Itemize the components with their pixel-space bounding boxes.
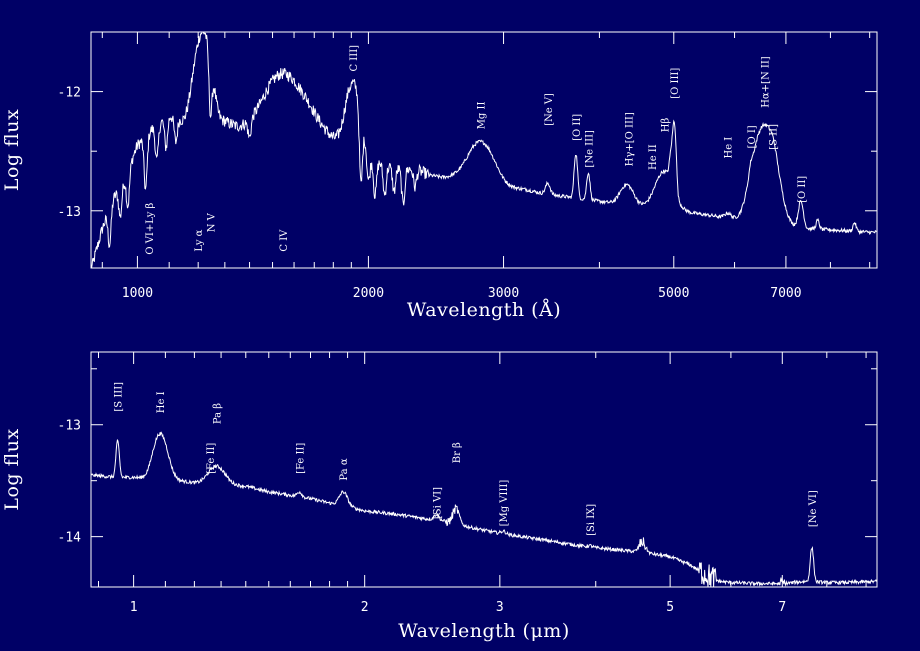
line-label: [S II] [769,124,780,150]
x-tick-label: 1000 [122,286,153,301]
x-tick-label: 1 [130,600,138,615]
line-label: Mg II [476,102,487,130]
line-label: Hα+[N II] [760,56,771,108]
line-label: [Ne VI] [808,490,819,527]
y-axis-title: Log flux [1,428,23,510]
line-label: Hγ+[O III] [624,112,635,166]
line-label: He I [724,137,735,159]
line-label: [Si IX] [586,504,597,536]
line-label: C III] [349,45,360,72]
line-label: [Ne III] [584,130,595,168]
line-label: O VI+Ly β [145,202,156,254]
line-label: C IV [279,229,290,252]
line-label: He II [648,144,659,170]
plot-frame [90,351,878,588]
line-label: [O I] [747,125,758,148]
line-label: [Si VI] [432,487,443,519]
x-axis-title: Wavelength (μm) [398,620,570,642]
x-tick-label: 2 [361,600,369,615]
y-tick-label: -13 [58,419,81,434]
x-tick-label: 3000 [488,286,519,301]
plot-frame [90,31,878,269]
x-axis-title: Wavelength (Å) [407,299,561,321]
x-tick-label: 7000 [770,286,801,301]
spectrum-line [90,431,878,588]
line-label: He I [156,391,167,413]
line-label: [Mg VIII] [499,480,510,527]
y-axis-title: Log flux [1,109,23,191]
line-label: [S III] [114,382,125,412]
line-label: [O II] [572,114,583,141]
x-tick-label: 3 [496,600,504,615]
line-label: [Ne V] [544,93,555,126]
x-tick-label: 7 [778,600,786,615]
y-tick-label: -12 [58,86,81,101]
x-tick-label: 5 [666,600,674,615]
line-label: N V [206,212,217,232]
line-label: Hβ [660,118,671,133]
y-tick-label: -13 [58,205,81,220]
optical-spectrum-panel: 1000 2000 3000 5000 7000 -12 -13 Wavelength (Å)… [1,31,878,321]
line-label: Ly α [194,229,205,251]
line-label: Pa α [339,458,350,480]
line-label: [O III] [670,68,681,99]
x-tick-label: 5000 [658,286,689,301]
y-tick-label: -14 [58,531,82,546]
line-label: [Fe II] [295,443,306,474]
spectrum-line [91,31,878,269]
x-tick-label: 2000 [353,286,384,301]
line-label: [Fe II] [206,443,217,474]
line-label: Br β [452,442,463,463]
infrared-spectrum-panel: 1 2 3 5 7 -13 -14 Wavelength (μm) Log flux [S III… [1,351,878,642]
line-label: [O II] [797,176,808,203]
line-label: Pa β [212,403,223,424]
